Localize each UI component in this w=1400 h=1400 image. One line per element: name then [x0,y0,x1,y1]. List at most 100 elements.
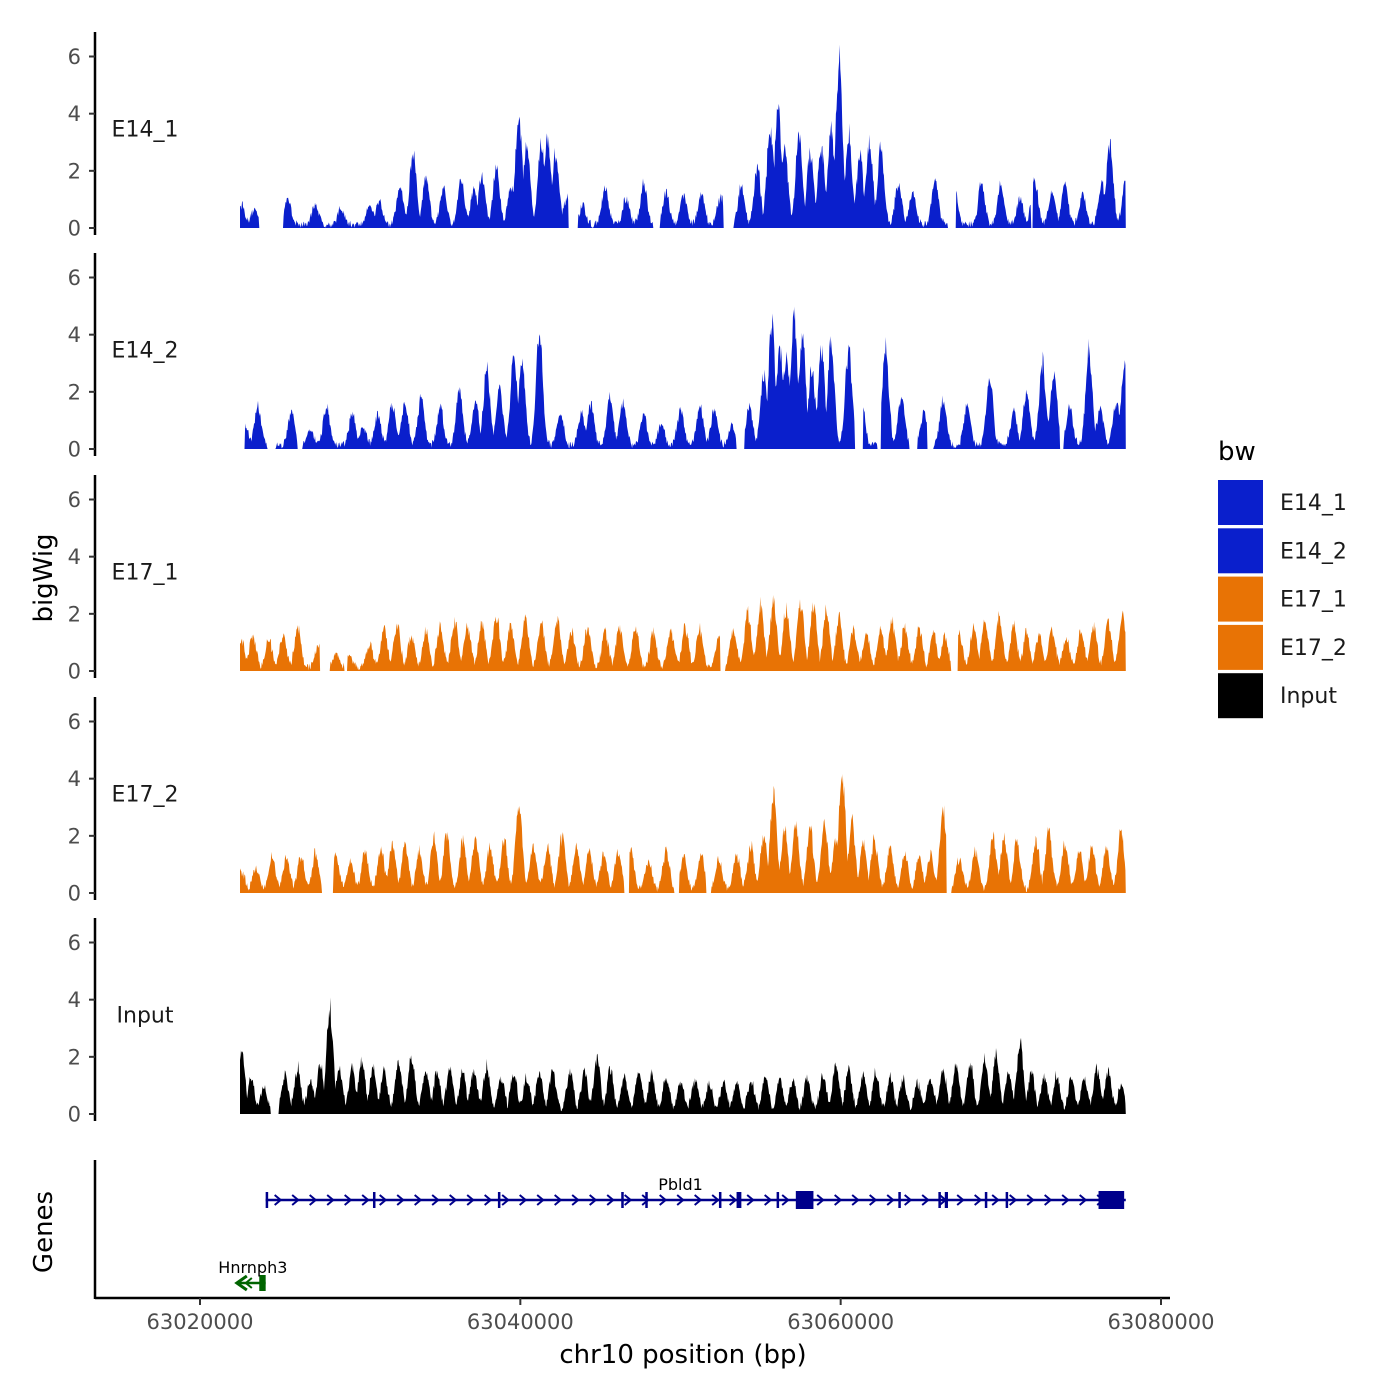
y-tick-label: 2 [68,159,81,183]
strand-arrow [554,1194,563,1206]
exon [497,1192,501,1208]
exon [944,1192,948,1208]
exon [1098,1191,1125,1209]
strand-arrow [234,1274,248,1292]
genes-axis-title: Genes [29,1191,59,1273]
legend-label: E17_1 [1280,588,1347,613]
strand-arrow [449,1194,458,1206]
strand-arrow [676,1194,685,1206]
exon [795,1191,814,1209]
strand-arrow [991,1194,1000,1206]
gene-label: Hnrnph3 [218,1258,287,1277]
strand-arrow [834,1194,843,1206]
strand-arrow [746,1194,755,1206]
x-tick-label: 63080000 [1108,1310,1215,1334]
y-tick-label: 4 [68,988,81,1012]
strand-arrow [431,1194,440,1206]
y-tick-label: 6 [68,266,81,290]
strand-arrow [764,1194,773,1206]
exon [898,1192,901,1208]
strand-arrow [536,1194,545,1206]
legend-swatch [1218,480,1263,525]
legend-swatch [1218,576,1263,622]
strand-arrow [396,1194,405,1206]
y-tick-label: 0 [68,438,81,462]
y-tick-label: 2 [68,380,81,404]
strand-arrow [519,1194,528,1206]
strand-arrow [781,1194,790,1206]
y-tick-label: 0 [68,217,81,241]
y-tick-label: 4 [68,545,81,569]
strand-arrow [589,1194,598,1206]
legend-swatch [1218,528,1263,574]
y-tick-label: 4 [68,767,81,791]
x-tick-label: 63040000 [467,1310,574,1334]
strand-arrow [291,1194,300,1206]
track-Input: 0 2 4 6 Input [68,918,1126,1127]
x-axis-title: chr10 position (bp) [559,1340,806,1370]
y-tick-label: 6 [68,45,81,69]
strand-arrow [606,1194,615,1206]
track-E17_2: 0 2 4 6 E17_2 [68,697,1126,906]
track-label: Input [117,1004,174,1029]
strand-arrow [466,1194,475,1206]
strand-arrow [851,1194,860,1206]
y-tick-label: 6 [68,931,81,955]
y-tick-label: 0 [68,660,81,684]
track-label: E17_1 [112,561,179,586]
y-tick-label: 2 [68,602,81,626]
area-E14_2 [240,306,1126,449]
strand-arrow [659,1194,668,1206]
strand-arrow [501,1194,510,1206]
area-E14_1 [240,44,1126,229]
strand-arrow [869,1194,878,1206]
bigwig-tracks: 0 2 4 6 E14_1 0 2 4 6 E14_2 0 2 4 6 E17_1 0 2 4 6 E17_2 0 2 4 6… [68,32,1126,1127]
strand-arrow [711,1194,720,1206]
exon [621,1192,624,1208]
legend-title: bw [1218,437,1256,467]
strand-arrow [694,1194,703,1206]
strand-arrow [974,1194,983,1206]
strand-arrow [361,1194,370,1206]
track-E17_1: 0 2 4 6 E17_1 [68,475,1126,684]
x-tick-label: 63020000 [147,1310,254,1334]
x-axis: 63020000 63040000 63060000 63080000 [95,1296,1215,1334]
legend-swatch [1218,624,1263,670]
y-tick-label: 6 [68,710,81,734]
exon [718,1192,722,1208]
strand-arrow [1079,1194,1088,1206]
strand-arrow [1009,1194,1018,1206]
strand-arrow [244,1277,253,1289]
legend: bw E14_1 E14_2 E17_1 E17_2 Input [1218,437,1347,719]
area-E17_2 [240,773,1126,893]
track-E14_2: 0 2 4 6 E14_2 [68,253,1126,462]
exon [372,1192,376,1208]
strand-arrow [344,1194,353,1206]
legend-label: Input [1280,684,1337,709]
strand-arrow [1044,1194,1053,1206]
y-tick-label: 2 [68,1045,81,1069]
gene-label: Pbld1 [658,1175,703,1194]
strand-arrow [379,1194,388,1206]
y-tick-label: 0 [68,1103,81,1127]
y-axis-title: bigWig [29,533,59,622]
exon [776,1192,780,1208]
gene-Pbld1: Pbld1 [265,1175,1126,1209]
strand-arrow [274,1194,283,1206]
strand-arrow [921,1194,930,1206]
legend-label: E17_2 [1280,636,1347,661]
strand-arrow [309,1194,318,1206]
strand-arrow [326,1194,335,1206]
y-tick-label: 0 [68,882,81,906]
strand-arrow [641,1194,650,1206]
exon [938,1192,941,1208]
strand-arrow [1026,1194,1035,1206]
exon [259,1275,266,1291]
y-tick-label: 6 [68,488,81,512]
track-label: E17_2 [112,783,179,808]
y-tick-label: 4 [68,102,81,126]
y-tick-label: 2 [68,824,81,848]
legend-label: E14_1 [1280,491,1347,516]
strand-arrow [956,1194,965,1206]
